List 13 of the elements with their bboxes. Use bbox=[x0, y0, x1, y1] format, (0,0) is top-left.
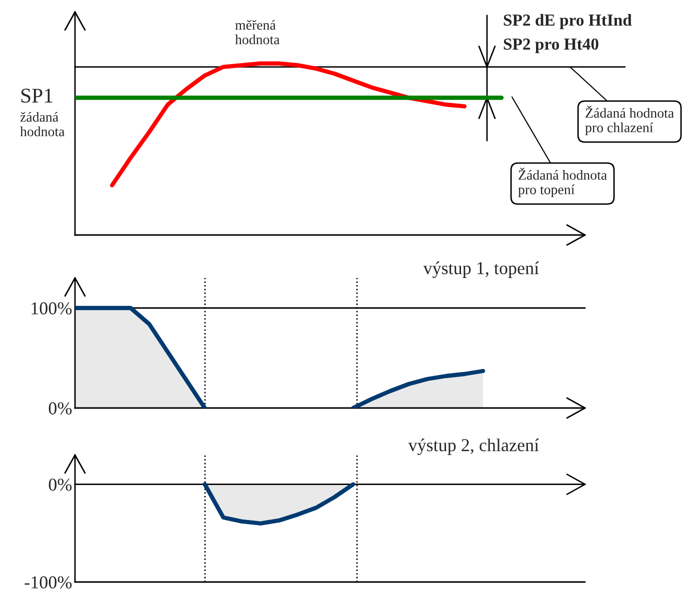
y-tick-label: 0% bbox=[48, 402, 72, 414]
annotation: Žádaná hodnota pro topení bbox=[518, 168, 607, 198]
y-tick-label: 0% bbox=[48, 478, 72, 491]
text: žádaná hodnota bbox=[20, 112, 65, 136]
chart-title: výstup 2, chlazení bbox=[408, 438, 539, 455]
chart-title: výstup 1, topení bbox=[423, 262, 539, 278]
y-tick-label: 100% bbox=[32, 302, 72, 314]
text: SP2 dE pro HtInd bbox=[504, 14, 632, 30]
text: měřená hodnota bbox=[235, 20, 280, 44]
text: SP1 bbox=[21, 88, 52, 103]
y-tick-label: -100% bbox=[24, 576, 72, 588]
annotation: Žádaná hodnota pro chlazení bbox=[585, 106, 674, 136]
text: SP2 pro Ht40 bbox=[504, 38, 598, 54]
